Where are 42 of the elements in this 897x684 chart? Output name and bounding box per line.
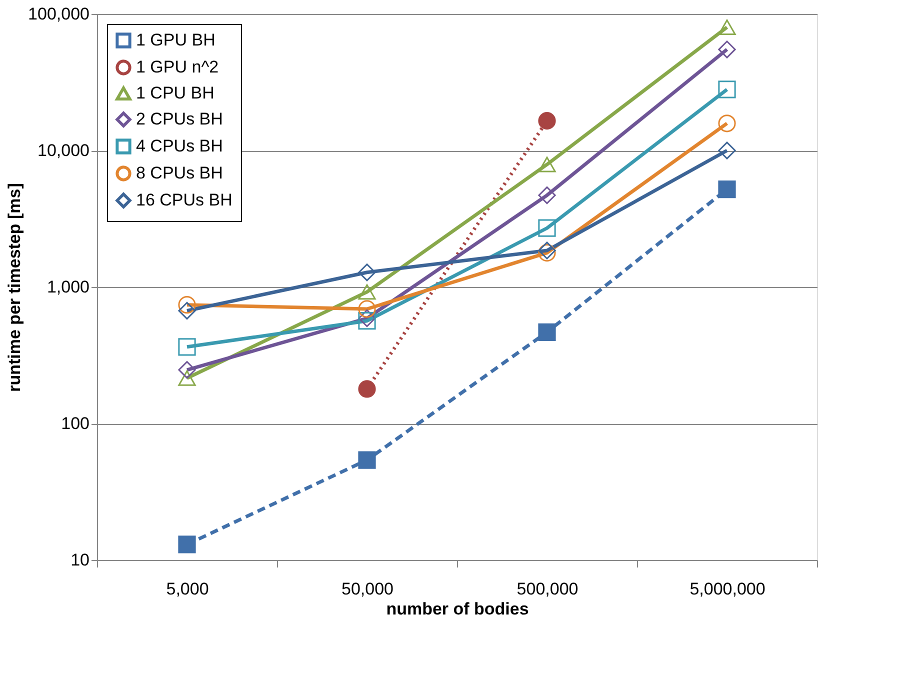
point: [718, 180, 736, 198]
point: [178, 361, 196, 379]
legend-label: 2 CPUs BH: [136, 110, 223, 128]
legend-label: 8 CPUs BH: [136, 164, 223, 182]
point: [718, 114, 736, 132]
point: [178, 338, 196, 356]
x-tick-label: 50,000: [342, 580, 394, 598]
x-tick-label: 500,000: [516, 580, 578, 598]
point: [358, 284, 376, 300]
point: [718, 80, 736, 98]
point: [178, 536, 196, 554]
point: [178, 302, 196, 320]
point: [178, 370, 196, 386]
point: [358, 312, 376, 330]
point: [718, 142, 736, 160]
legend-label: 1 GPU BH: [136, 30, 216, 50]
point: [358, 451, 376, 469]
point: [718, 19, 736, 35]
point: [538, 156, 556, 172]
y-axis-title: runtime per timestep [ms]: [5, 183, 24, 392]
y-tick-label: 10,000: [38, 141, 90, 160]
x-tick-label: 5,000,000: [690, 580, 766, 598]
y-tick-label: 100,000: [28, 4, 90, 24]
point: [358, 309, 376, 328]
point: [538, 112, 556, 130]
x-tick-label: 5,000: [166, 580, 209, 598]
point: [178, 296, 196, 314]
point: [538, 186, 556, 204]
y-tick-label: 100: [61, 414, 90, 433]
point: [358, 264, 376, 282]
legend-label: 16 CPUs BH: [136, 190, 232, 210]
point: [538, 219, 556, 237]
point: [718, 40, 736, 58]
point: [358, 380, 376, 398]
y-tick-label: 1,000: [46, 278, 90, 296]
legend-label: 1 CPU BH: [136, 84, 214, 102]
legend-label: 4 CPUs BH: [136, 136, 223, 156]
y-tick-label: 10: [70, 550, 90, 570]
x-axis-title: number of bodies: [386, 600, 529, 618]
point: [358, 300, 376, 318]
point: [538, 323, 556, 341]
legend-label: 1 GPU n^2: [136, 58, 219, 76]
